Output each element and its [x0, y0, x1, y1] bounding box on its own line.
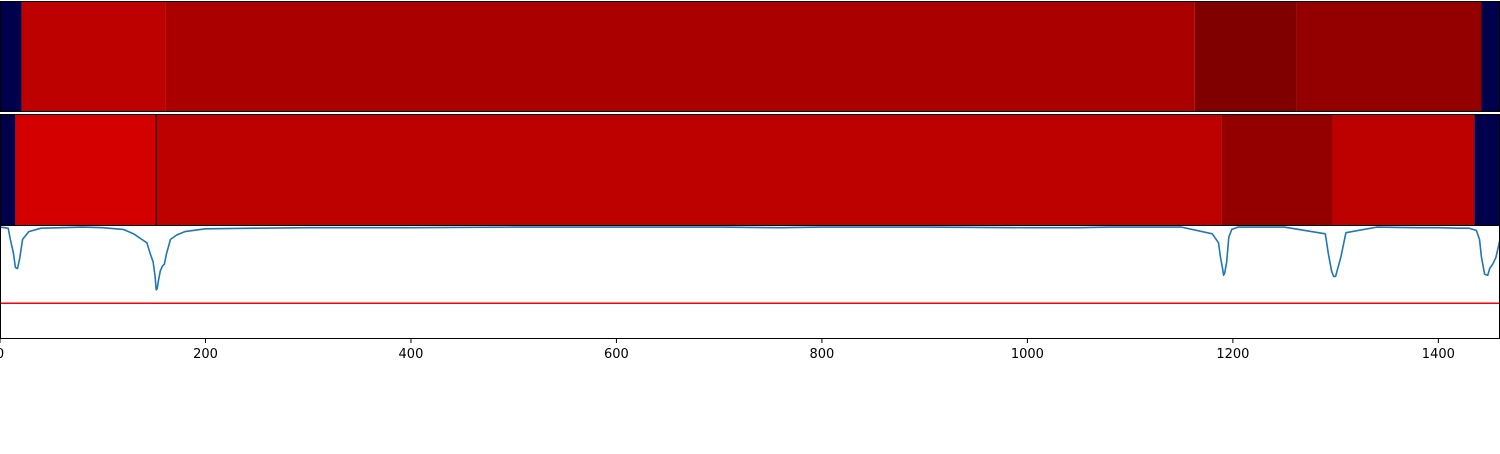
- heatmap-cell: [1332, 114, 1475, 226]
- heatmap-cell: [1221, 114, 1333, 226]
- heatmap-cell: [15, 114, 157, 226]
- heatmap-cell: [1194, 1, 1297, 112]
- x-tick-label: 600: [604, 347, 629, 362]
- heatmap-strip-top: [0, 1, 1500, 112]
- x-tick-label: 400: [399, 347, 424, 362]
- x-tick-label: 200: [193, 347, 218, 362]
- x-axis: 0 200 400 600 800 1000 1200 1400: [0, 338, 1455, 362]
- x-tick-label: 1400: [1422, 347, 1455, 362]
- x-tick-label: 0: [0, 347, 4, 362]
- x-tick-label: 1200: [1216, 347, 1249, 362]
- x-tick-label: 800: [810, 347, 835, 362]
- heatmap-cell: [1296, 1, 1482, 112]
- series-line-signal: [0, 226, 1500, 291]
- x-tick-label: 1000: [1011, 347, 1044, 362]
- heatmap-cell: [21, 1, 166, 112]
- heatmap-cell: [156, 114, 1222, 226]
- line-plot-bottom: [0, 226, 1500, 339]
- heatmap-cell: [0, 114, 16, 226]
- heatmap-cell: [165, 1, 1195, 112]
- heatmap-cell: [1481, 1, 1500, 112]
- heatmap-strip-middle: [0, 114, 1500, 226]
- heatmap-cell: [0, 1, 22, 112]
- heatmap-cell: [1474, 114, 1500, 226]
